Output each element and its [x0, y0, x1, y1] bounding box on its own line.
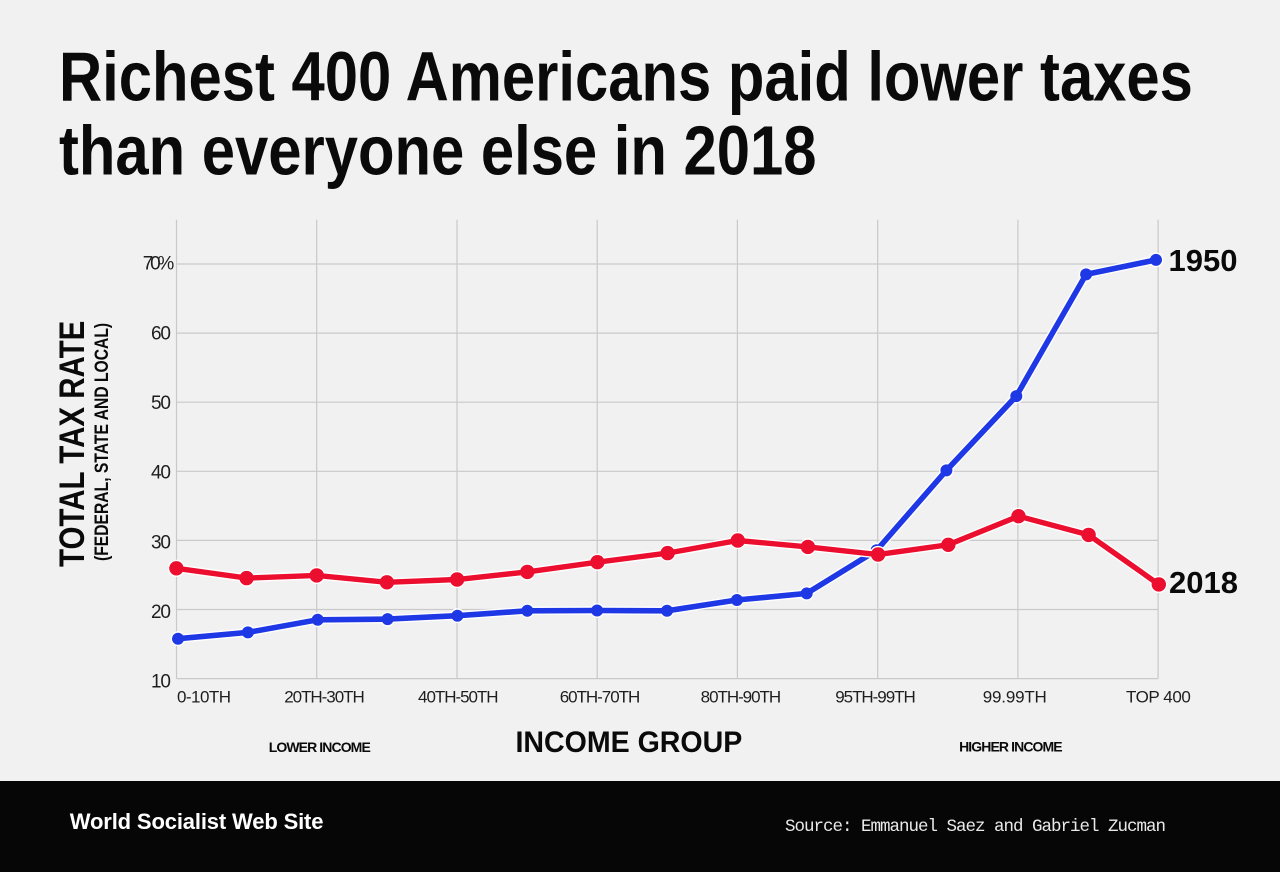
- svg-text:1950: 1950: [1169, 243, 1238, 278]
- svg-text:2018: 2018: [1169, 565, 1238, 600]
- svg-text:0-10TH: 0-10TH: [177, 687, 231, 706]
- svg-text:20: 20: [151, 602, 171, 623]
- svg-text:than everyone else in 2018: than everyone else in 2018: [59, 111, 816, 190]
- svg-text:INCOME GROUP: INCOME GROUP: [516, 725, 743, 759]
- svg-text:TOP 400: TOP 400: [1126, 687, 1191, 706]
- svg-text:60TH-70TH: 60TH-70TH: [560, 687, 641, 706]
- svg-text:95TH-99TH: 95TH-99TH: [835, 687, 916, 706]
- svg-text:HIGHER INCOME: HIGHER INCOME: [959, 738, 1062, 754]
- svg-text:30: 30: [151, 532, 171, 553]
- svg-text:Richest 400 Americans paid low: Richest 400 Americans paid lower taxes: [59, 37, 1193, 116]
- svg-text:(FEDERAL, STATE AND LOCAL): (FEDERAL, STATE AND LOCAL): [91, 323, 113, 561]
- svg-text:60: 60: [151, 323, 171, 344]
- svg-text:50: 50: [151, 393, 171, 414]
- svg-text:40TH-50TH: 40TH-50TH: [418, 687, 499, 706]
- svg-text:TOTAL TAX RATE: TOTAL TAX RATE: [53, 321, 92, 567]
- svg-text:20TH-30TH: 20TH-30TH: [284, 687, 365, 706]
- svg-text:40: 40: [151, 463, 171, 484]
- svg-text:Source: Emmanuel Saez and Gabr: Source: Emmanuel Saez and Gabriel Zucman: [785, 817, 1166, 837]
- svg-text:80TH-90TH: 80TH-90TH: [701, 687, 782, 706]
- svg-text:World Socialist Web Site: World Socialist Web Site: [70, 809, 324, 834]
- svg-text:99.99TH: 99.99TH: [983, 687, 1047, 706]
- svg-text:LOWER INCOME: LOWER INCOME: [269, 739, 371, 755]
- svg-text:10: 10: [151, 672, 171, 693]
- svg-text:70%: 70%: [143, 254, 175, 275]
